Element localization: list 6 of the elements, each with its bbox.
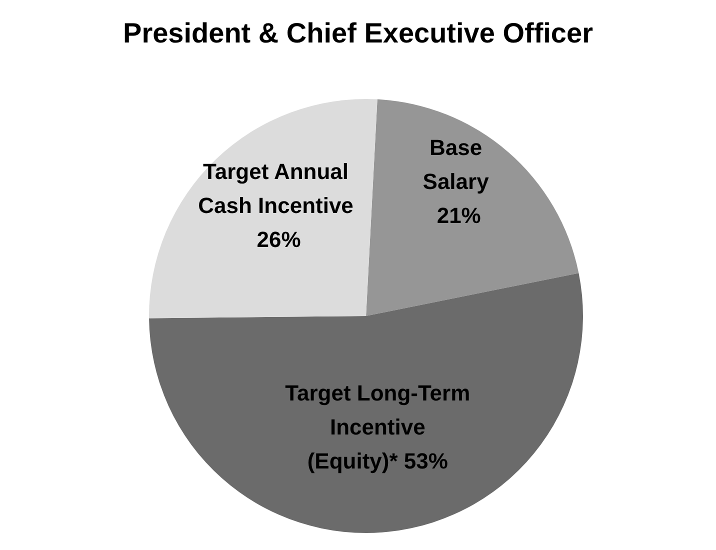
chart-title: President & Chief Executive Officer: [123, 18, 594, 48]
data-label: 21%: [436, 203, 481, 228]
data-label: 26%: [256, 227, 301, 252]
slice-label: Target Annual Cash Incentive: [198, 159, 360, 218]
slice-label: Target Long-Term Incentive (Equity)* 53%: [285, 380, 470, 474]
slice-label: Base Salary: [422, 135, 495, 194]
